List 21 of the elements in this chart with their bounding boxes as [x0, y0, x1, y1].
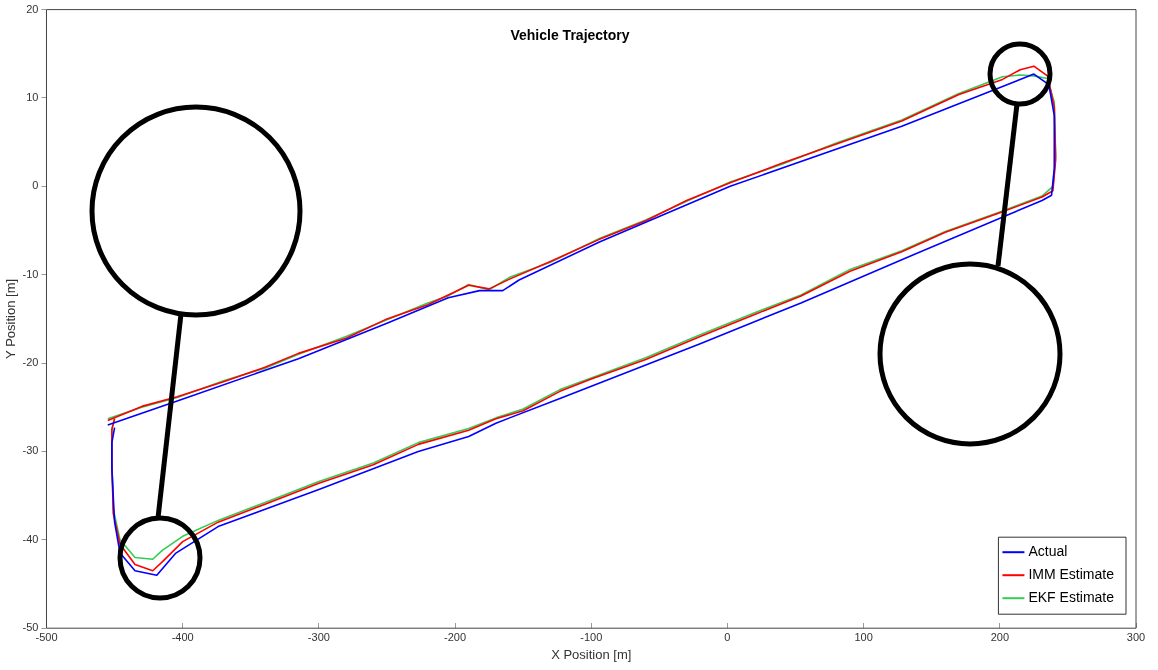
x-tick-label: -200 [444, 630, 467, 643]
x-tick-label: 0 [724, 630, 731, 643]
y-tick-label: 10 [26, 91, 39, 103]
y-tick-label: -30 [22, 444, 39, 457]
x-tick-label: -400 [171, 630, 194, 643]
legend-label: Actual [1028, 543, 1068, 560]
y-tick-label: -10 [22, 267, 39, 280]
x-axis-title: X Position [m] [551, 646, 632, 662]
legend-label: EKF Estimate [1028, 589, 1115, 606]
y-tick-label: 0 [32, 179, 39, 192]
y-tick-label: -20 [22, 356, 39, 369]
y-axis-title: Y Position [m] [3, 278, 19, 359]
y-tick-label: -40 [22, 532, 39, 545]
y-tick-label: 20 [26, 2, 39, 15]
x-tick-label: 200 [990, 630, 1009, 643]
x-tick-label: 300 [1126, 630, 1146, 643]
x-tick-label: -300 [307, 630, 330, 643]
x-tick-label: 100 [854, 630, 873, 643]
text: Vehicle Trajectory [510, 26, 630, 43]
x-tick-label: -100 [580, 630, 603, 643]
legend-label: IMM Estimate [1028, 566, 1115, 583]
